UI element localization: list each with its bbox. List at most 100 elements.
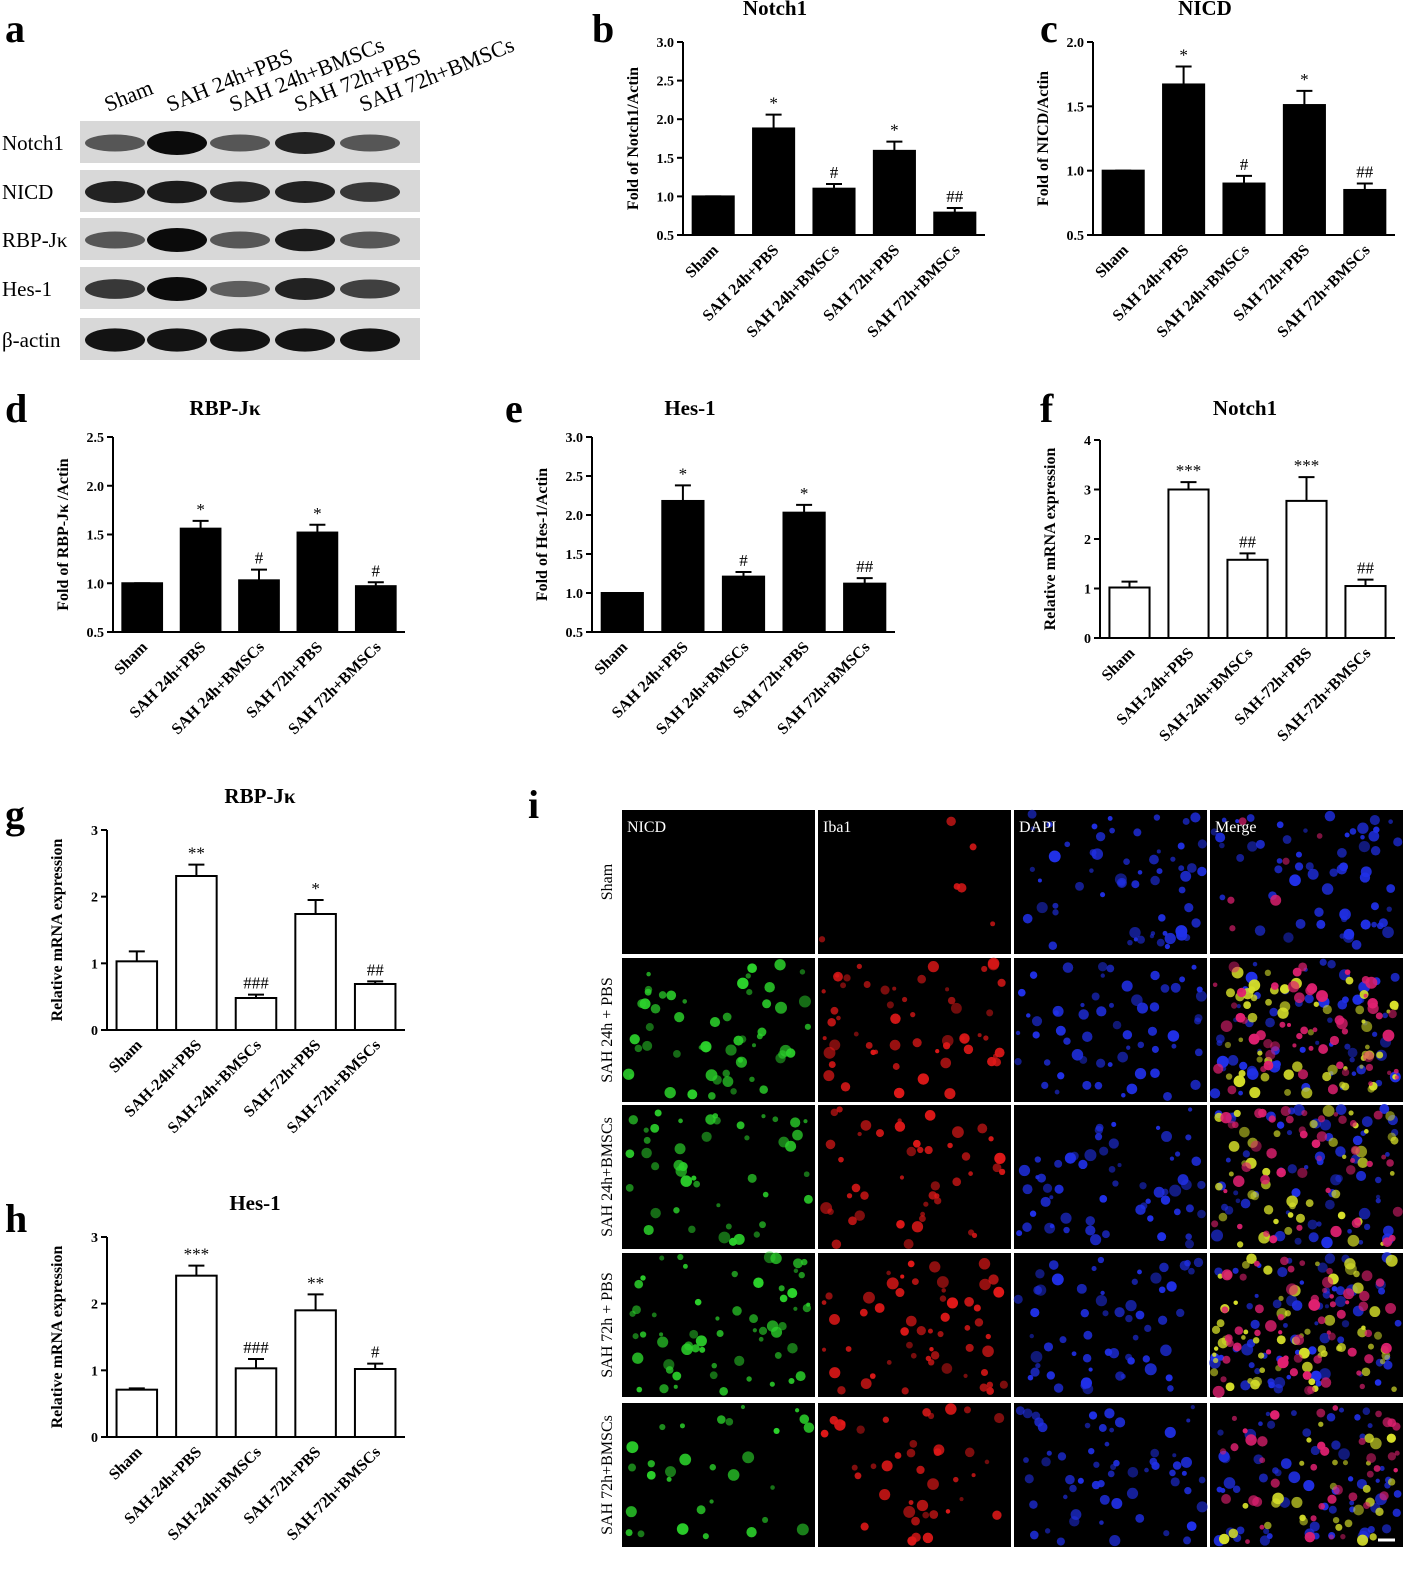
cell xyxy=(798,1271,805,1279)
cell xyxy=(1137,870,1143,875)
y-tick-label: 2.5 xyxy=(566,470,584,485)
cell xyxy=(1043,1342,1054,1352)
cell xyxy=(916,1326,926,1336)
cell xyxy=(753,1231,760,1238)
cell xyxy=(1379,1491,1389,1501)
cell xyxy=(911,1532,921,1543)
cell xyxy=(897,1118,902,1123)
cell xyxy=(1263,1060,1274,1071)
cell xyxy=(959,1033,970,1044)
cell xyxy=(1218,1212,1228,1222)
cell xyxy=(1303,828,1308,833)
cell xyxy=(987,1056,997,1067)
y-tick-label: 2 xyxy=(91,1298,98,1313)
cell xyxy=(1352,1135,1363,1146)
cell xyxy=(963,1044,974,1055)
cell xyxy=(1332,1405,1339,1411)
cell xyxy=(1037,878,1042,883)
cell xyxy=(823,1070,835,1082)
cell xyxy=(1225,1073,1233,1080)
cell xyxy=(1273,1218,1279,1225)
cell xyxy=(634,1279,644,1289)
cell xyxy=(899,1175,905,1180)
cell xyxy=(1381,1524,1392,1534)
cell xyxy=(1269,1235,1278,1244)
chart-title: Notch1 xyxy=(1213,396,1277,420)
cell xyxy=(986,1381,994,1389)
cell xyxy=(986,1009,994,1017)
cell xyxy=(759,1221,766,1229)
cell xyxy=(1359,1383,1365,1390)
cell xyxy=(935,1049,940,1054)
y-axis-label: Fold of RBP-Jκ /Actin xyxy=(55,458,72,611)
cell xyxy=(1315,1261,1320,1267)
cell xyxy=(1193,1257,1204,1268)
cell xyxy=(1144,1324,1152,1333)
significance-label: # xyxy=(739,551,748,570)
cell xyxy=(650,1207,661,1219)
cell xyxy=(1311,1139,1321,1149)
y-tick-label: 3.0 xyxy=(657,36,675,51)
cell xyxy=(1108,1166,1116,1173)
cell xyxy=(1211,1325,1221,1334)
bar xyxy=(234,997,278,1031)
cell xyxy=(1149,1457,1158,1466)
cell xyxy=(1328,1505,1337,1514)
cell xyxy=(945,987,950,992)
cell xyxy=(725,1223,732,1230)
cell xyxy=(1185,1233,1192,1240)
cell xyxy=(1279,984,1290,994)
cell xyxy=(1224,1041,1232,1049)
cell xyxy=(964,1296,974,1307)
cell xyxy=(1054,1159,1063,1168)
cell xyxy=(903,1505,916,1518)
cell xyxy=(1106,964,1115,973)
cell xyxy=(793,1268,799,1274)
cell xyxy=(1172,1461,1182,1470)
significance-label: # xyxy=(372,561,381,580)
cell xyxy=(1150,1272,1162,1284)
cell xyxy=(747,963,757,974)
cell xyxy=(1326,1330,1332,1335)
cell xyxy=(1183,1536,1192,1545)
cell xyxy=(1317,1262,1328,1273)
cell xyxy=(857,1131,862,1137)
cell xyxy=(1186,1521,1197,1532)
cell xyxy=(959,1497,964,1502)
cell xyxy=(977,1033,982,1038)
cell xyxy=(1126,1045,1131,1050)
cell xyxy=(1295,1213,1306,1223)
cell xyxy=(1293,1334,1305,1346)
cell xyxy=(1117,1163,1122,1168)
cell xyxy=(1232,1267,1239,1274)
cell xyxy=(825,1139,836,1150)
cell xyxy=(1197,866,1207,877)
cell xyxy=(1016,1230,1023,1237)
cell xyxy=(1177,842,1185,850)
cell xyxy=(1137,1269,1142,1275)
cell xyxy=(1133,937,1138,942)
cell xyxy=(1156,938,1165,947)
cell xyxy=(1357,1327,1368,1338)
cell xyxy=(1219,842,1225,849)
cell xyxy=(1302,1361,1313,1373)
cell xyxy=(1367,1423,1373,1429)
cell xyxy=(709,1499,714,1504)
significance-label: ## xyxy=(1357,559,1375,578)
cell xyxy=(1299,1460,1305,1466)
cell xyxy=(1345,1300,1350,1305)
cell xyxy=(1356,1064,1366,1075)
cell xyxy=(629,1034,640,1045)
cell xyxy=(994,1412,1005,1424)
error-bar xyxy=(367,581,384,587)
lane-label: Sham xyxy=(101,75,157,117)
y-tick-label: 1 xyxy=(91,957,98,972)
cell xyxy=(1327,1017,1333,1023)
cell xyxy=(1313,1355,1322,1364)
cell xyxy=(1161,1131,1172,1142)
cell xyxy=(984,1459,990,1465)
cell xyxy=(1191,1156,1202,1167)
cell xyxy=(1318,1421,1324,1427)
cell xyxy=(1236,987,1247,998)
cell xyxy=(744,1135,750,1141)
